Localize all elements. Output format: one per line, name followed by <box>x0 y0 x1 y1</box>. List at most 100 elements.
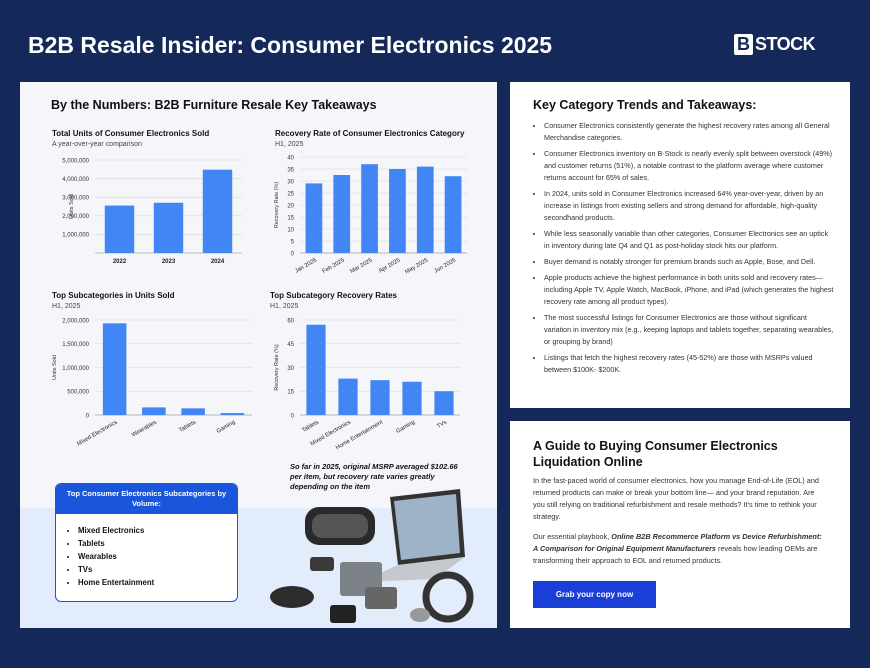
section-title: By the Numbers: B2B Furniture Resale Key… <box>51 98 377 112</box>
playbook-title: Online B2B Recommerce Platform vs Device… <box>533 532 822 553</box>
logo: B STOCK <box>734 34 816 55</box>
y-tick-label: 35 <box>287 167 294 173</box>
y-tick-label: 25 <box>287 191 294 197</box>
subcategory-box: Top Consumer Electronics Subcategories b… <box>55 483 238 602</box>
guide-paragraph: In the fast-paced world of consumer elec… <box>533 476 819 521</box>
chart-subtitle: H1, 2025 <box>270 303 299 310</box>
phone <box>365 587 397 609</box>
logo-mark: B <box>734 34 753 55</box>
bar <box>181 408 205 415</box>
trends-list: Consumer Electronics consistently genera… <box>532 120 834 380</box>
chart-subtitle: H1, 2025 <box>52 303 81 310</box>
x-tick-label: Wearables <box>131 419 158 438</box>
product-illustration <box>270 489 474 623</box>
trend-item: Consumer Electronics consistently genera… <box>544 120 834 144</box>
chart-title: Top Subcategory Recovery Rates <box>270 291 398 300</box>
x-tick-label: Mar 2025 <box>349 258 373 275</box>
y-tick-label: 1,000,000 <box>62 366 89 372</box>
vr-headset <box>305 507 375 545</box>
x-tick-label: Feb 2025 <box>322 258 346 275</box>
y-tick-label: 10 <box>287 227 294 233</box>
trend-item: Listings that fetch the highest recovery… <box>544 352 834 376</box>
x-tick-label: Gaming <box>216 420 237 435</box>
bar <box>104 205 135 253</box>
x-tick-label: Gaming <box>395 420 416 435</box>
guide-playbook: Our essential playbook, Online B2B Recom… <box>533 531 823 567</box>
camera <box>330 605 356 623</box>
x-tick-label: Jun 2025 <box>433 258 457 275</box>
bar <box>361 164 378 253</box>
bar <box>305 183 323 253</box>
box-title: Top Consumer Electronics Subcategories b… <box>56 484 237 514</box>
guide-panel: A Guide to Buying Consumer Electronics L… <box>510 421 850 628</box>
bar <box>202 169 233 253</box>
page-title: B2B Resale Insider: Consumer Electronics… <box>28 32 553 58</box>
bar <box>220 413 245 415</box>
y-tick-label: 15 <box>287 390 294 396</box>
box-item: Tablets <box>78 537 237 550</box>
bar <box>444 176 462 253</box>
bar <box>434 391 454 415</box>
y-tick-label: 0 <box>291 413 295 419</box>
y-tick-label: 30 <box>287 366 294 372</box>
y-tick-label: 5 <box>291 239 295 245</box>
y-tick-label: 15 <box>287 215 294 221</box>
bar <box>389 169 406 253</box>
mouse <box>410 608 430 622</box>
logo-text: STOCK <box>755 34 816 54</box>
x-tick-label: Mixed Electronics <box>76 419 118 447</box>
x-tick-label: 2023 <box>162 259 176 265</box>
chart-subtitle: H1, 2025 <box>275 141 304 148</box>
trends-title: Key Category Trends and Takeaways: <box>533 98 757 112</box>
y-tick-label: 45 <box>287 342 294 348</box>
chart-title: Top Subcategories in Units Sold <box>52 291 175 300</box>
x-tick-label: Apr 2025 <box>378 258 401 275</box>
x-tick-label: Tablets <box>301 419 320 433</box>
y-tick-label: 2,000,000 <box>62 318 89 324</box>
bar <box>102 323 127 415</box>
x-tick-label: Tablets <box>178 419 197 433</box>
y-tick-label: 30 <box>287 179 294 185</box>
bar <box>153 202 184 253</box>
box-list: Mixed ElectronicsTabletsWearablesTVsHome… <box>56 524 237 589</box>
text: Our essential playbook, <box>533 532 612 541</box>
chart-subtitle: A year-over-year comparison <box>52 141 142 148</box>
y-tick-label: 1,500,000 <box>62 342 89 348</box>
note: So far in 2025, original MSRP averaged $… <box>290 462 458 491</box>
text: reveals how leading OEMs are transformin… <box>533 544 818 565</box>
y-tick-label: 0 <box>291 251 295 257</box>
y-axis-label: Recovery Rate (%) <box>274 344 280 391</box>
y-tick-label: 5,000,000 <box>62 158 89 164</box>
bar <box>142 407 166 415</box>
y-tick-label: 40 <box>287 155 294 161</box>
x-tick-label: May 2025 <box>404 258 429 276</box>
box-item: TVs <box>78 563 237 576</box>
trend-item: In 2024, units sold in Consumer Electron… <box>544 188 834 224</box>
x-tick-label: 2022 <box>113 259 127 265</box>
y-tick-label: 20 <box>287 203 294 209</box>
trend-item: Apple products achieve the highest perfo… <box>544 272 834 308</box>
x-tick-label: TVs <box>436 419 448 429</box>
chart-title: Recovery Rate of Consumer Electronics Ca… <box>275 129 465 138</box>
trend-item: The most successful listings for Consume… <box>544 312 834 348</box>
bar <box>333 175 351 253</box>
headphones <box>422 571 474 623</box>
y-tick-label: 500,000 <box>67 390 89 396</box>
bar <box>338 378 358 415</box>
y-tick-label: 2,000,000 <box>62 214 89 220</box>
controller <box>270 586 314 608</box>
cta-button[interactable]: Grab your copy now <box>533 581 656 608</box>
chart-title: Total Units of Consumer Electronics Sold <box>52 129 210 138</box>
box-item: Home Entertainment <box>78 576 237 589</box>
trend-item: While less seasonally variable than othe… <box>544 228 834 252</box>
bar <box>402 381 422 415</box>
x-tick-label: 2024 <box>211 259 225 265</box>
y-tick-label: 1,000,000 <box>62 233 89 239</box>
x-tick-label: Jan 2025 <box>294 258 318 275</box>
box-item: Wearables <box>78 550 237 563</box>
bar <box>370 380 390 415</box>
y-tick-label: 4,000,000 <box>62 177 89 183</box>
box-item: Mixed Electronics <box>78 524 237 537</box>
